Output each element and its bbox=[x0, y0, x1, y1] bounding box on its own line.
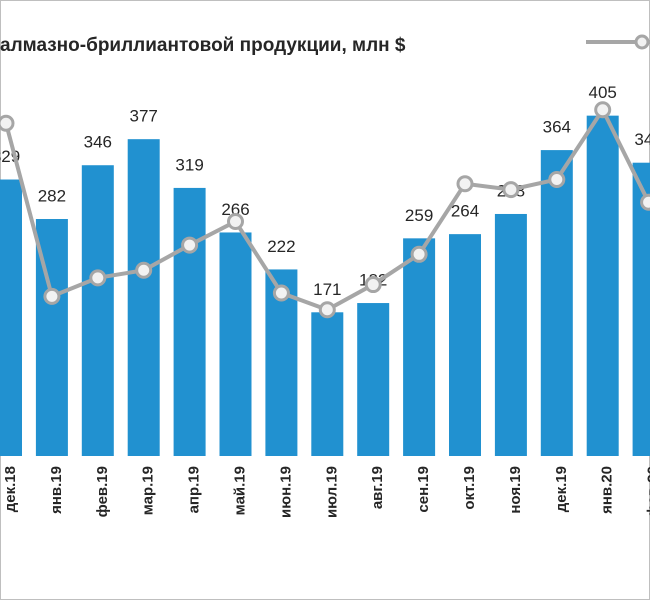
x-tick-label: июл.19 bbox=[323, 466, 340, 518]
line-marker bbox=[548, 171, 566, 189]
x-tick-label: мар.19 bbox=[140, 466, 157, 515]
line-marker bbox=[410, 245, 428, 263]
line-marker bbox=[272, 284, 290, 302]
data-label: 222 bbox=[267, 237, 295, 256]
line-marker bbox=[181, 236, 199, 254]
line-marker bbox=[502, 181, 520, 199]
line-marker bbox=[135, 261, 153, 279]
bar bbox=[311, 312, 344, 456]
line-marker bbox=[318, 301, 336, 319]
x-tick-label: авг.19 bbox=[369, 466, 386, 509]
x-tick-label: дек.19 bbox=[553, 466, 570, 512]
data-label: 346 bbox=[84, 133, 112, 152]
bar bbox=[632, 162, 650, 457]
bar bbox=[173, 187, 206, 457]
x-tick-label: май.19 bbox=[231, 466, 248, 515]
line-marker bbox=[456, 175, 474, 193]
bar bbox=[494, 213, 527, 456]
bar bbox=[0, 179, 22, 456]
x-tick-label: апр.19 bbox=[186, 466, 203, 513]
x-tick-label: ноя.19 bbox=[507, 466, 524, 514]
bar bbox=[127, 139, 160, 457]
bar bbox=[81, 165, 114, 456]
x-tick-label: сен.19 bbox=[415, 466, 432, 513]
line-marker bbox=[0, 114, 15, 132]
chart-title: алмазно-бриллиантовой продукции, млн $ bbox=[0, 35, 406, 56]
bar bbox=[586, 115, 619, 457]
bar bbox=[403, 238, 436, 456]
data-label: 405 bbox=[589, 83, 617, 102]
line-marker bbox=[640, 193, 650, 211]
x-tick-label: фев.20 bbox=[645, 466, 650, 517]
bar bbox=[357, 303, 390, 456]
line-marker bbox=[227, 213, 244, 231]
line-marker bbox=[594, 101, 612, 119]
bar bbox=[449, 234, 481, 456]
x-tick-label: фев.19 bbox=[94, 466, 111, 517]
data-label: 349 bbox=[634, 130, 650, 149]
line-marker bbox=[364, 276, 382, 294]
line-marker bbox=[89, 269, 107, 287]
data-label: 364 bbox=[543, 118, 571, 137]
data-label: 171 bbox=[313, 280, 341, 299]
data-label: 377 bbox=[130, 107, 158, 126]
x-tick-label: янв.19 bbox=[48, 466, 65, 514]
x-tick-label: янв.20 bbox=[599, 466, 616, 514]
data-label: 264 bbox=[451, 202, 479, 221]
line-marker bbox=[43, 287, 61, 305]
bar bbox=[540, 150, 573, 456]
bar bbox=[219, 232, 252, 456]
legend-marker bbox=[634, 34, 650, 50]
x-tick-label: дек.18 bbox=[2, 466, 19, 512]
x-tick-label: окт.19 bbox=[461, 466, 478, 510]
data-label: 259 bbox=[405, 206, 433, 225]
data-label: 266 bbox=[221, 200, 249, 219]
x-tick-label: июн.19 bbox=[277, 466, 294, 518]
data-label: 319 bbox=[175, 155, 203, 174]
data-label: 282 bbox=[38, 186, 66, 205]
